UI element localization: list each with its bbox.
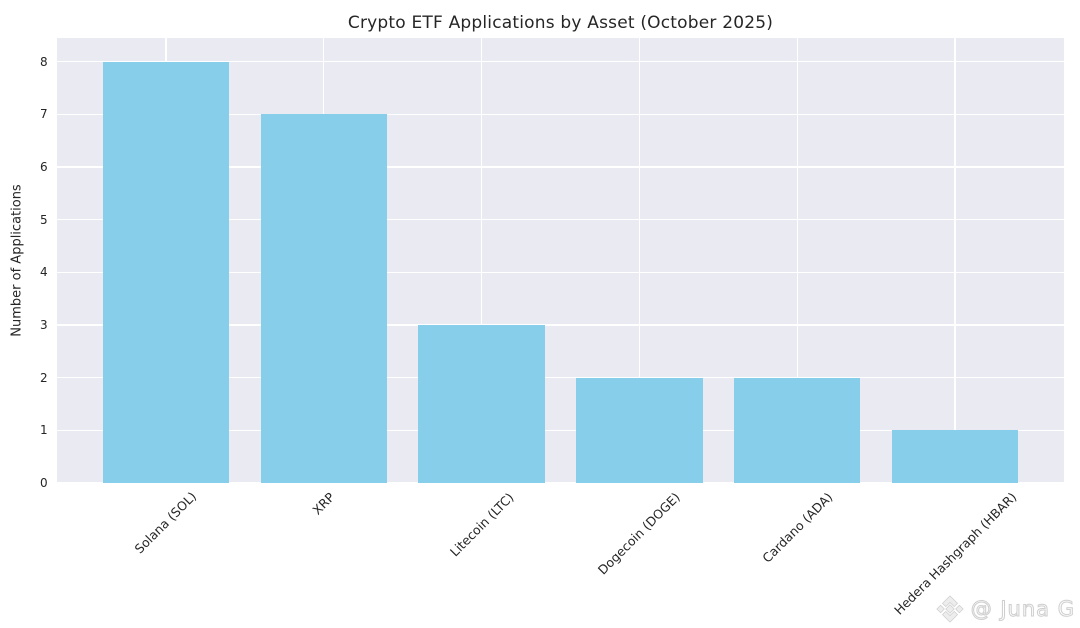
y-tick-label: 3 (40, 318, 48, 332)
y-tick-label: 5 (40, 212, 48, 227)
h-gridline (57, 166, 1064, 168)
h-gridline (57, 482, 1064, 483)
x-tick-label: Solana (SOL) (131, 489, 200, 557)
y-tick-label: 7 (40, 107, 48, 122)
y-axis-label: Number of Applications (9, 184, 25, 337)
v-gridline (480, 38, 483, 483)
bar-Litecoin (LTC) (418, 325, 545, 483)
x-tick-label: Litecoin (LTC) (446, 489, 517, 559)
watermark-text: @ Juna G (970, 597, 1075, 622)
bar-Dogecoin (DOGE) (576, 377, 703, 483)
x-tick-label: Dogecoin (DOGE) (595, 489, 684, 578)
v-gridline (796, 38, 798, 483)
y-tick-label: 4 (40, 265, 48, 280)
h-gridline (57, 377, 1064, 379)
bar-Hedera Hashgraph (HBAR) (891, 430, 1019, 483)
x-tick-label: XRP (309, 489, 338, 518)
v-gridline (954, 38, 956, 483)
bar-Cardano (ADA) (734, 377, 861, 483)
y-tick-label: 1 (40, 423, 48, 438)
y-tick-label: 2 (40, 370, 48, 385)
plot-area (57, 38, 1064, 483)
h-gridline (57, 324, 1064, 326)
v-gridline (638, 38, 641, 483)
chart-title: Crypto ETF Applications by Asset (Octobe… (347, 13, 774, 33)
y-tick-label: 8 (40, 54, 48, 69)
y-tick-label: 0 (40, 476, 48, 490)
watermark: @ Juna G (935, 594, 1075, 624)
bar-Solana (SOL) (102, 61, 230, 483)
h-gridline (57, 271, 1064, 273)
y-tick-label: 6 (40, 160, 48, 175)
x-tick-label: Cardano (ADA) (759, 489, 836, 566)
h-gridline (57, 113, 1064, 115)
bar-XRP (260, 114, 387, 483)
h-gridline (57, 429, 1064, 431)
h-gridline (57, 219, 1064, 221)
h-gridline (57, 61, 1064, 63)
binance-diamond-icon (935, 594, 965, 624)
